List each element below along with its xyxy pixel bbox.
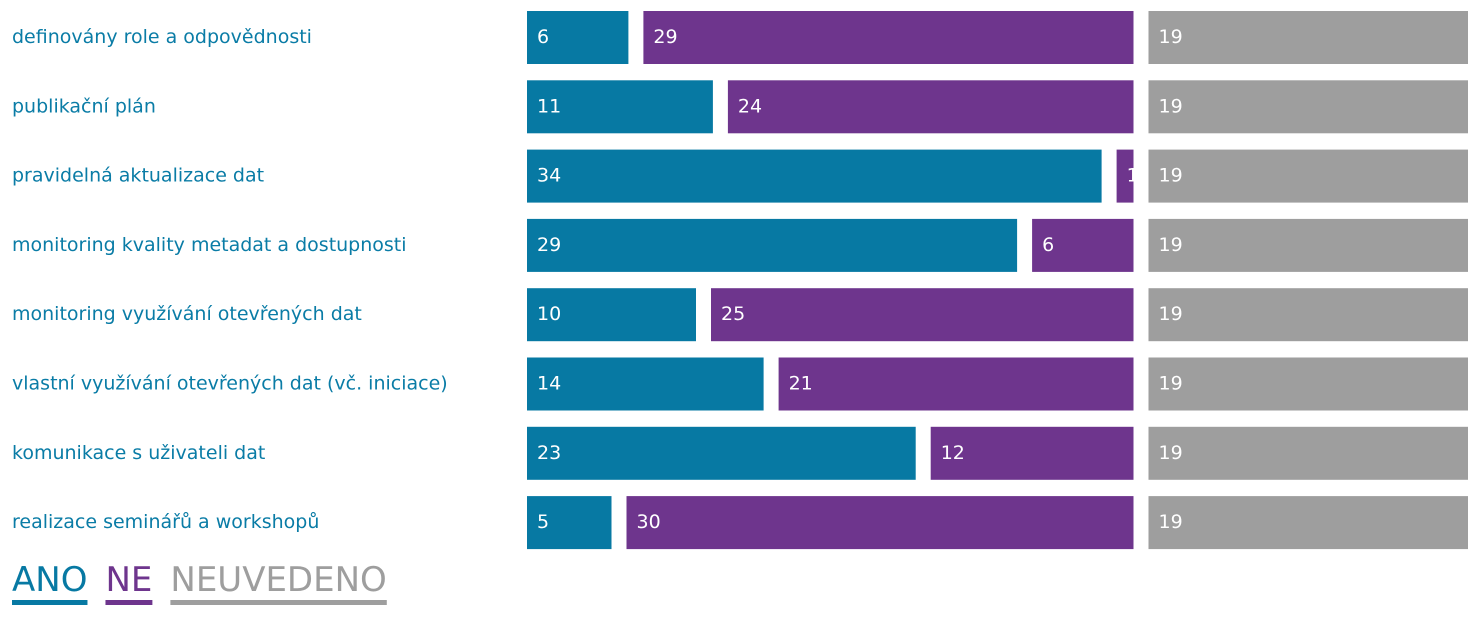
bar-neuvedeno	[1148, 149, 1468, 203]
bar-ne	[711, 288, 1134, 342]
bar-neuvedeno	[1148, 426, 1468, 480]
value-label-ne: 6	[1042, 234, 1054, 256]
bar-ano	[527, 357, 764, 411]
value-label-neuvedeno: 19	[1159, 373, 1183, 395]
category-label: definovány role a odpovědnosti	[12, 26, 312, 48]
value-label-ne: 29	[653, 26, 677, 48]
bar-ano	[527, 218, 1018, 272]
bar-neuvedeno	[1148, 288, 1468, 342]
bar-neuvedeno	[1148, 496, 1468, 550]
value-label-neuvedeno: 19	[1159, 511, 1183, 533]
legend-label-neuvedeno: NEUVEDENO	[170, 560, 386, 600]
bar-ano	[527, 288, 696, 342]
legend-label-ano: ANO	[12, 560, 87, 600]
value-label-ano: 34	[537, 165, 561, 187]
value-label-ano: 23	[537, 442, 561, 464]
bar-ne	[1116, 149, 1134, 203]
bar-ano	[527, 496, 612, 550]
bar-ne	[930, 426, 1134, 480]
value-label-ano: 6	[537, 26, 549, 48]
value-label-ne: 21	[789, 373, 813, 395]
legend-underline	[12, 600, 88, 605]
category-label: realizace seminářů a workshopů	[12, 511, 319, 533]
value-label-ne: 1	[1127, 165, 1139, 187]
legend: ANO NE NEUVEDENO	[12, 560, 387, 605]
value-label-ne: 24	[738, 95, 762, 117]
bar-ne	[626, 496, 1134, 550]
value-label-neuvedeno: 19	[1159, 303, 1183, 325]
legend-label-ne: NE	[105, 560, 152, 600]
bar-ne	[1032, 218, 1134, 272]
category-label: publikační plán	[12, 95, 156, 117]
value-label-ano: 29	[537, 234, 561, 256]
bar-ano	[527, 426, 916, 480]
bar-neuvedeno	[1148, 11, 1468, 64]
value-label-ano: 5	[537, 511, 549, 533]
value-label-neuvedeno: 19	[1159, 165, 1183, 187]
category-label: pravidelná aktualizace dat	[12, 165, 264, 187]
bar-ne	[643, 11, 1134, 64]
value-label-ne: 25	[721, 303, 745, 325]
bar-neuvedeno	[1148, 80, 1468, 134]
value-label-ne: 30	[637, 511, 661, 533]
value-label-neuvedeno: 19	[1159, 442, 1183, 464]
category-label: monitoring využívání otevřených dat	[12, 303, 362, 325]
bar-ano	[527, 149, 1102, 203]
value-label-ano: 14	[537, 373, 561, 395]
value-label-ne: 12	[941, 442, 965, 464]
bar-ne	[778, 357, 1134, 411]
bar-ne	[727, 80, 1134, 134]
legend-underline	[105, 600, 153, 605]
value-label-neuvedeno: 19	[1159, 95, 1183, 117]
bar-neuvedeno	[1148, 218, 1468, 272]
bar-neuvedeno	[1148, 357, 1468, 411]
category-labels: definovány role a odpovědnosti publikační…	[12, 26, 448, 533]
bar-ano	[527, 80, 713, 134]
value-label-neuvedeno: 19	[1159, 234, 1183, 256]
bar-ano	[527, 11, 629, 64]
value-labels: 6 29 19 11 24 19 34 1 19 29 6 19 10 25 19 14 21 19 23 12 19 5…	[537, 26, 1183, 533]
category-label: komunikace s uživateli dat	[12, 442, 265, 464]
value-label-ano: 10	[537, 303, 561, 325]
category-label: monitoring kvality metadat a dostupnosti	[12, 234, 407, 256]
value-label-neuvedeno: 19	[1159, 26, 1183, 48]
legend-underline	[170, 600, 387, 605]
value-label-ano: 11	[537, 95, 561, 117]
category-label: vlastní využívání otevřených dat (vč. in…	[12, 373, 448, 395]
bars	[527, 11, 1468, 550]
